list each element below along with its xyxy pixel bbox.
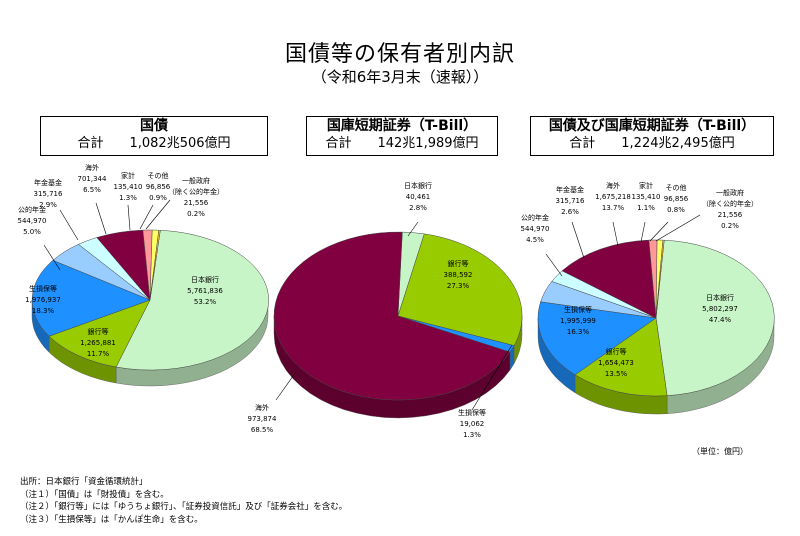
box-combined-title: 国債及び国庫短期証券（T-Bill） bbox=[548, 118, 756, 134]
pie-0-label-boj: 日本銀行 5,761,836 53.2% bbox=[187, 275, 223, 306]
pie-1-slice-banks bbox=[397, 233, 523, 346]
pie-2-label-public-pension: 公的年金 544,970 4.5% bbox=[521, 213, 550, 244]
note-2: （注２）「銀行等」には「ゆうちょ銀行」、「証券投資信託」及び「証券会社」を含む。 bbox=[20, 502, 348, 512]
pie-0-slice-boj bbox=[115, 230, 269, 371]
pie-1-label-overseas: 海外 973,874 68.5% bbox=[248, 403, 277, 434]
box-combined: 国債及び国庫短期証券（T-Bill） 合計 1,224兆2,495億円 bbox=[530, 116, 774, 156]
note-1: （注１）「国債」は「財投債」を含む。 bbox=[20, 489, 169, 500]
pie-1-label-boj: 日本銀行 40,461 2.8% bbox=[404, 181, 432, 212]
pie-0-slice-insurance bbox=[31, 260, 151, 337]
pie-0-slice-general-government bbox=[149, 229, 161, 301]
pie-2-label-general-government: 一般政府（除く公的年金） 21,556 0.2% bbox=[702, 188, 758, 230]
box-tbill-title: 国庫短期証券（T-Bill） bbox=[326, 118, 478, 134]
pie-2-leader-general-government bbox=[655, 214, 701, 242]
pie-0-leader-general-government bbox=[145, 199, 171, 230]
pie-2-leader-pension-funds bbox=[571, 221, 585, 259]
pie-1: 日本銀行 40,461 2.8% 銀行等 388,592 27.3% 生損保等 19,062 1… bbox=[248, 181, 523, 439]
box-kokusai: 国債 合計 1,082兆506億円 bbox=[40, 116, 268, 156]
chart-subtitle: （令和6年3月末（速報）） bbox=[311, 68, 489, 86]
chart-title: 国債等の保有者別内訳 bbox=[284, 42, 515, 67]
pie-2-leader-overseas bbox=[612, 221, 619, 247]
pie-0-label-banks: 銀行等 1,265,881 11.7% bbox=[80, 327, 116, 358]
pie-0-label-overseas: 海外 701,344 6.5% bbox=[78, 163, 107, 194]
pie-0-label-pension-funds: 年金基金 315,716 2.9% bbox=[34, 178, 63, 209]
pie-0-label-general-government: 一般政府（除く公的年金） 21,556 0.2% bbox=[168, 176, 224, 218]
pie-0-label-households: 家計 135,410 1.3% bbox=[114, 171, 143, 202]
pie-2-leader-public-pension bbox=[545, 253, 563, 277]
pie-2-label-insurance: 生損保等 1,995,999 16.3% bbox=[560, 305, 596, 336]
pie-2: 日本銀行 5,802,297 47.4% 銀行等 1,654,473 13.5%生損保等 1… bbox=[521, 181, 775, 415]
pie-0-label-others: その他 96,856 0.9% bbox=[146, 171, 171, 202]
pie-1-leader-insurance bbox=[471, 344, 513, 411]
pie-0-leader-public-pension bbox=[43, 244, 61, 271]
footnotes: 出所：日本銀行「資金循環統計」 （注１）「国債」は「財投債」を含む。 （注２）「… bbox=[20, 476, 347, 526]
note-3: （注３）「生損保等」は「かんぽ生命」を含む。 bbox=[20, 514, 203, 525]
pie-2-slice-boj bbox=[655, 239, 775, 396]
pie-2-label-banks: 銀行等 1,654,473 13.5% bbox=[598, 347, 634, 378]
pie-2-label-pension-funds: 年金基金 315,716 2.6% bbox=[556, 185, 585, 216]
unit-label: （単位：億円） bbox=[692, 447, 748, 456]
pie-1-label-insurance: 生損保等 19,062 1.3% bbox=[458, 408, 486, 439]
pie-2-label-boj: 日本銀行 5,802,297 47.4% bbox=[702, 293, 738, 324]
pie-2-slice-general-government bbox=[655, 239, 665, 319]
pie-0-slice-banks bbox=[48, 299, 151, 368]
pie-0-leader-pension-funds bbox=[59, 209, 79, 241]
pie-1-label-banks: 銀行等 388,592 27.3% bbox=[444, 259, 473, 290]
box-combined-total: 合計 1,224兆2,495億円 bbox=[569, 136, 735, 151]
pie-2-slice-overseas bbox=[561, 239, 657, 319]
pie-2-leader-households bbox=[640, 221, 646, 243]
pie-2-label-households: 家計 135,410 1.1% bbox=[632, 181, 661, 212]
pie-0-label-insurance: 生損保等 1,976,937 18.3% bbox=[25, 284, 61, 315]
pie-0: 日本銀行 5,761,836 53.2% 銀行等 1,265,881 11.7% 生損保等 1… bbox=[18, 163, 269, 387]
pie-2-label-overseas: 海外 1,675,218 13.7% bbox=[595, 181, 631, 212]
pie-0-leader-households bbox=[127, 204, 131, 231]
pie-0-leader-overseas bbox=[95, 202, 107, 235]
pie-0-label-public-pension: 公的年金 544,970 5.0% bbox=[18, 205, 47, 236]
pie-2-slice-banks bbox=[574, 317, 668, 397]
pie-2-slice-insurance bbox=[537, 301, 657, 376]
pie-1-leader-boj bbox=[407, 221, 419, 237]
box-tbill: 国庫短期証券（T-Bill） 合計 142兆1,989億円 bbox=[306, 116, 498, 156]
box-kokusai-title: 国債 bbox=[140, 118, 168, 134]
pie-2-label-others: その他 96,856 0.8% bbox=[664, 183, 689, 214]
box-kokusai-total: 合計 1,082兆506億円 bbox=[77, 136, 231, 151]
pie-2-leader-others bbox=[649, 221, 669, 242]
box-tbill-total: 合計 142兆1,989億円 bbox=[325, 136, 479, 151]
pie-1-slice-overseas bbox=[273, 231, 511, 401]
pie-1-leader-overseas bbox=[275, 371, 297, 401]
note-source: 出所：日本銀行「資金循環統計」 bbox=[20, 477, 148, 487]
pie-0-leader-others bbox=[139, 204, 154, 230]
